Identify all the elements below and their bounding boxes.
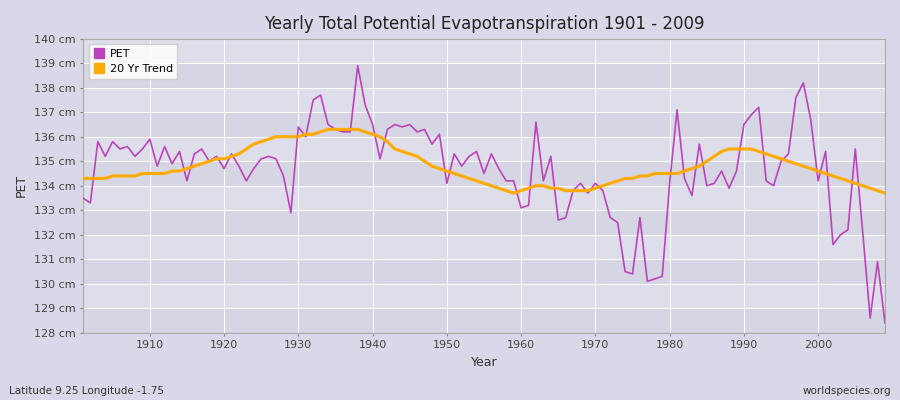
- 20 Yr Trend: [879, 191, 890, 196]
- Bar: [83, 137, 885, 161]
- Bar: [83, 186, 885, 210]
- PET: [516, 206, 526, 210]
- Text: worldspecies.org: worldspecies.org: [803, 386, 891, 396]
- Text: Latitude 9.25 Longitude -1.75: Latitude 9.25 Longitude -1.75: [9, 386, 164, 396]
- PET: [77, 196, 88, 200]
- Y-axis label: PET: PET: [15, 174, 28, 197]
- Bar: [83, 112, 885, 137]
- Bar: [83, 161, 885, 186]
- 20 Yr Trend: [77, 176, 88, 181]
- 20 Yr Trend: [137, 171, 148, 176]
- 20 Yr Trend: [322, 127, 333, 132]
- PET: [352, 63, 363, 68]
- Bar: [83, 284, 885, 308]
- Bar: [83, 210, 885, 235]
- Bar: [83, 88, 885, 112]
- PET: [301, 134, 311, 139]
- X-axis label: Year: Year: [471, 356, 498, 369]
- 20 Yr Trend: [352, 127, 363, 132]
- PET: [612, 220, 623, 225]
- 20 Yr Trend: [508, 191, 519, 196]
- PET: [523, 203, 534, 208]
- PET: [137, 147, 148, 152]
- Bar: [83, 39, 885, 63]
- Title: Yearly Total Potential Evapotranspiration 1901 - 2009: Yearly Total Potential Evapotranspiratio…: [264, 15, 704, 33]
- Bar: [83, 235, 885, 259]
- Bar: [83, 259, 885, 284]
- 20 Yr Trend: [531, 183, 542, 188]
- 20 Yr Trend: [523, 186, 534, 191]
- PET: [879, 321, 890, 326]
- Line: 20 Yr Trend: 20 Yr Trend: [83, 129, 885, 193]
- 20 Yr Trend: [301, 132, 311, 137]
- Line: PET: PET: [83, 66, 885, 323]
- Legend: PET, 20 Yr Trend: PET, 20 Yr Trend: [88, 44, 177, 79]
- PET: [345, 130, 356, 134]
- Bar: [83, 63, 885, 88]
- 20 Yr Trend: [620, 176, 631, 181]
- Bar: [83, 308, 885, 333]
